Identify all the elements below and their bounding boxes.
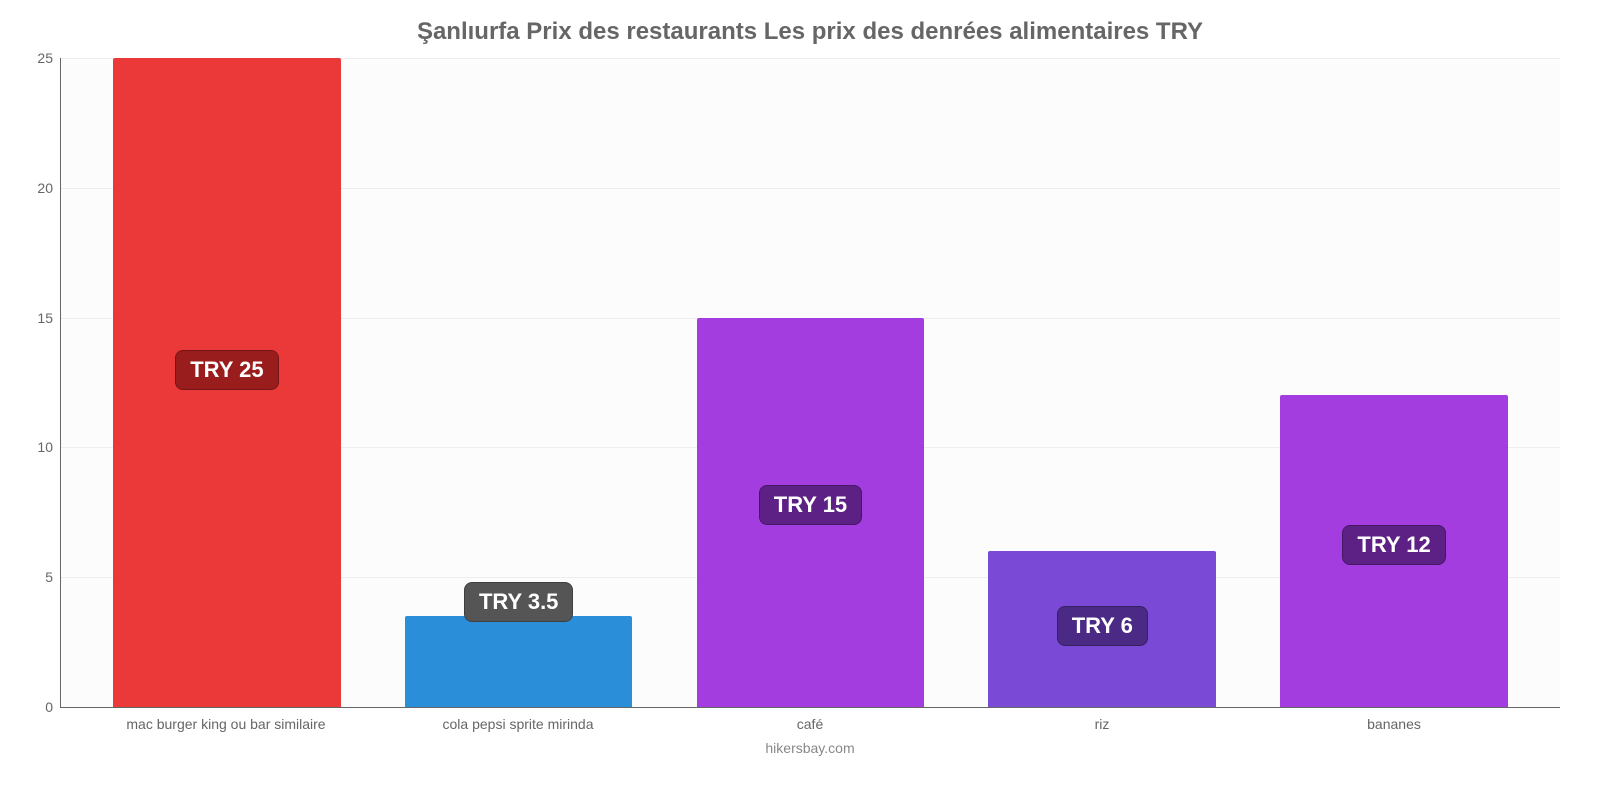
x-tick-label: bananes — [1248, 716, 1540, 732]
chart-source: hikersbay.com — [60, 732, 1560, 756]
bar-slot: TRY 3.5 — [373, 58, 665, 707]
y-tick-label: 15 — [21, 310, 53, 326]
y-tick-label: 25 — [21, 50, 53, 66]
y-tick-label: 10 — [21, 439, 53, 455]
bar-value-label: TRY 25 — [175, 350, 278, 390]
x-tick-label: riz — [956, 716, 1248, 732]
bar-value-label: TRY 6 — [1057, 606, 1148, 646]
x-tick-label: cola pepsi sprite mirinda — [372, 716, 664, 732]
price-bar-chart: Şanlıurfa Prix des restaurants Les prix … — [0, 0, 1600, 800]
bar-value-label: TRY 3.5 — [464, 582, 573, 622]
x-axis-ticks: mac burger king ou bar similairecola pep… — [60, 708, 1560, 732]
bar-slot: TRY 15 — [665, 58, 957, 707]
chart-title: Şanlıurfa Prix des restaurants Les prix … — [60, 10, 1560, 58]
bars-container: TRY 25 TRY 3.5 TRY 15 TRY 6 TRY 12 — [61, 58, 1560, 707]
bar-value-label: TRY 12 — [1342, 525, 1445, 565]
y-tick-label: 20 — [21, 180, 53, 196]
plot-area: TRY 25TRY 3.5TRY 15TRY 6TRY 12 051015202… — [60, 58, 1560, 708]
bar: TRY 3.5 — [405, 616, 633, 707]
bar-slot: TRY 12 — [1248, 58, 1540, 707]
y-tick-label: 5 — [21, 569, 53, 585]
bar: TRY 15 — [697, 318, 925, 707]
bar: TRY 6 — [988, 551, 1216, 707]
y-tick-label: 0 — [21, 699, 53, 715]
bar-slot: TRY 25 — [81, 58, 373, 707]
bar: TRY 12 — [1280, 395, 1508, 707]
bar: TRY 25 — [113, 58, 341, 707]
bar-slot: TRY 6 — [956, 58, 1248, 707]
bar-value-label: TRY 15 — [759, 485, 862, 525]
x-tick-label: café — [664, 716, 956, 732]
x-tick-label: mac burger king ou bar similaire — [80, 716, 372, 732]
